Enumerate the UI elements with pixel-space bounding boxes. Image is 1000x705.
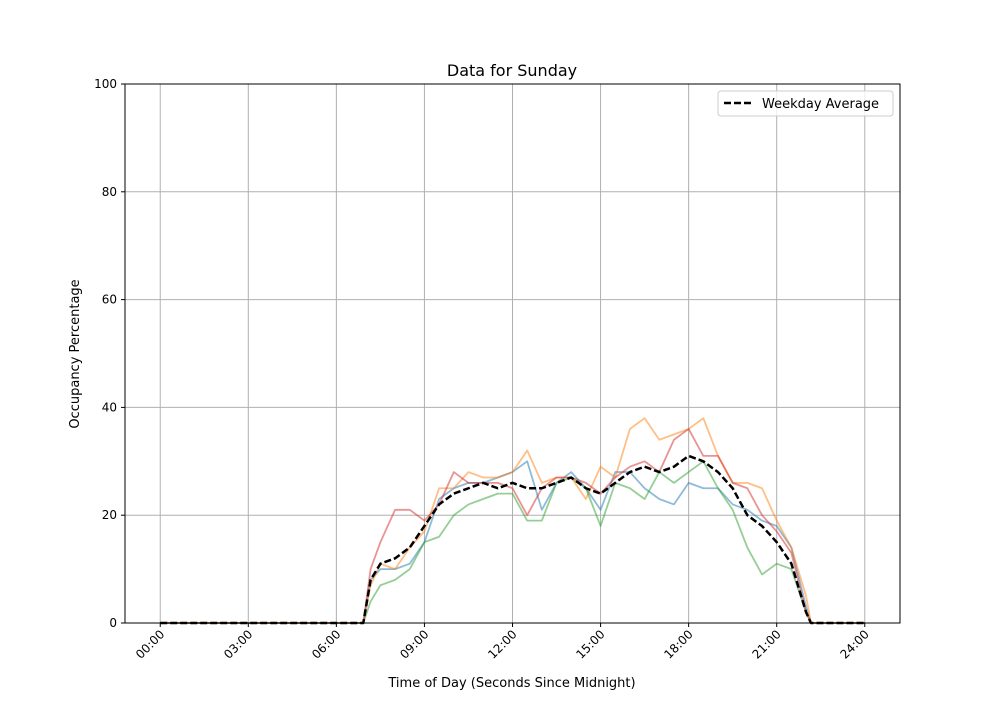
y-tick-label: 0 [109,616,117,630]
series-line-1 [160,417,865,624]
y-tick-label: 40 [102,400,117,414]
x-tick-label: 00:00 [133,627,167,661]
y-tick-label: 100 [94,77,117,91]
legend: Weekday Average [717,90,894,117]
y-tick-label: 80 [102,185,117,199]
x-tick-label: 12:00 [485,627,519,661]
series-line-3 [160,428,865,624]
x-tick-label: 24:00 [838,627,872,661]
legend-label: Weekday Average [762,97,879,112]
x-tick-label: 09:00 [397,627,431,661]
x-axis-label: Time of Day (Seconds Since Midnight) [387,676,635,691]
x-tick-label: 21:00 [749,627,783,661]
y-tick-label: 60 [102,293,117,307]
chart-title: Data for Sunday [447,61,577,80]
series-line-weekday-average [160,454,865,625]
y-tick-label: 20 [102,508,117,522]
x-tick-label: 18:00 [661,627,695,661]
x-tick-label: 15:00 [573,627,607,661]
x-tick-label: 03:00 [221,627,255,661]
y-axis-label: Occupancy Percentage [68,279,83,428]
x-tick-label: 06:00 [309,627,343,661]
